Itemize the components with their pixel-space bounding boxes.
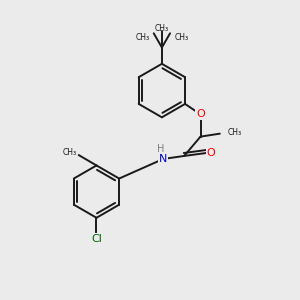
Text: O: O (196, 109, 205, 119)
Text: H: H (157, 143, 164, 154)
Text: CH₃: CH₃ (155, 24, 169, 33)
Text: CH₃: CH₃ (136, 33, 150, 42)
Text: N: N (159, 154, 167, 164)
Text: O: O (206, 148, 215, 158)
Text: CH₃: CH₃ (174, 33, 188, 42)
Text: Cl: Cl (91, 234, 102, 244)
Text: CH₃: CH₃ (63, 148, 77, 157)
Text: CH₃: CH₃ (227, 128, 242, 137)
